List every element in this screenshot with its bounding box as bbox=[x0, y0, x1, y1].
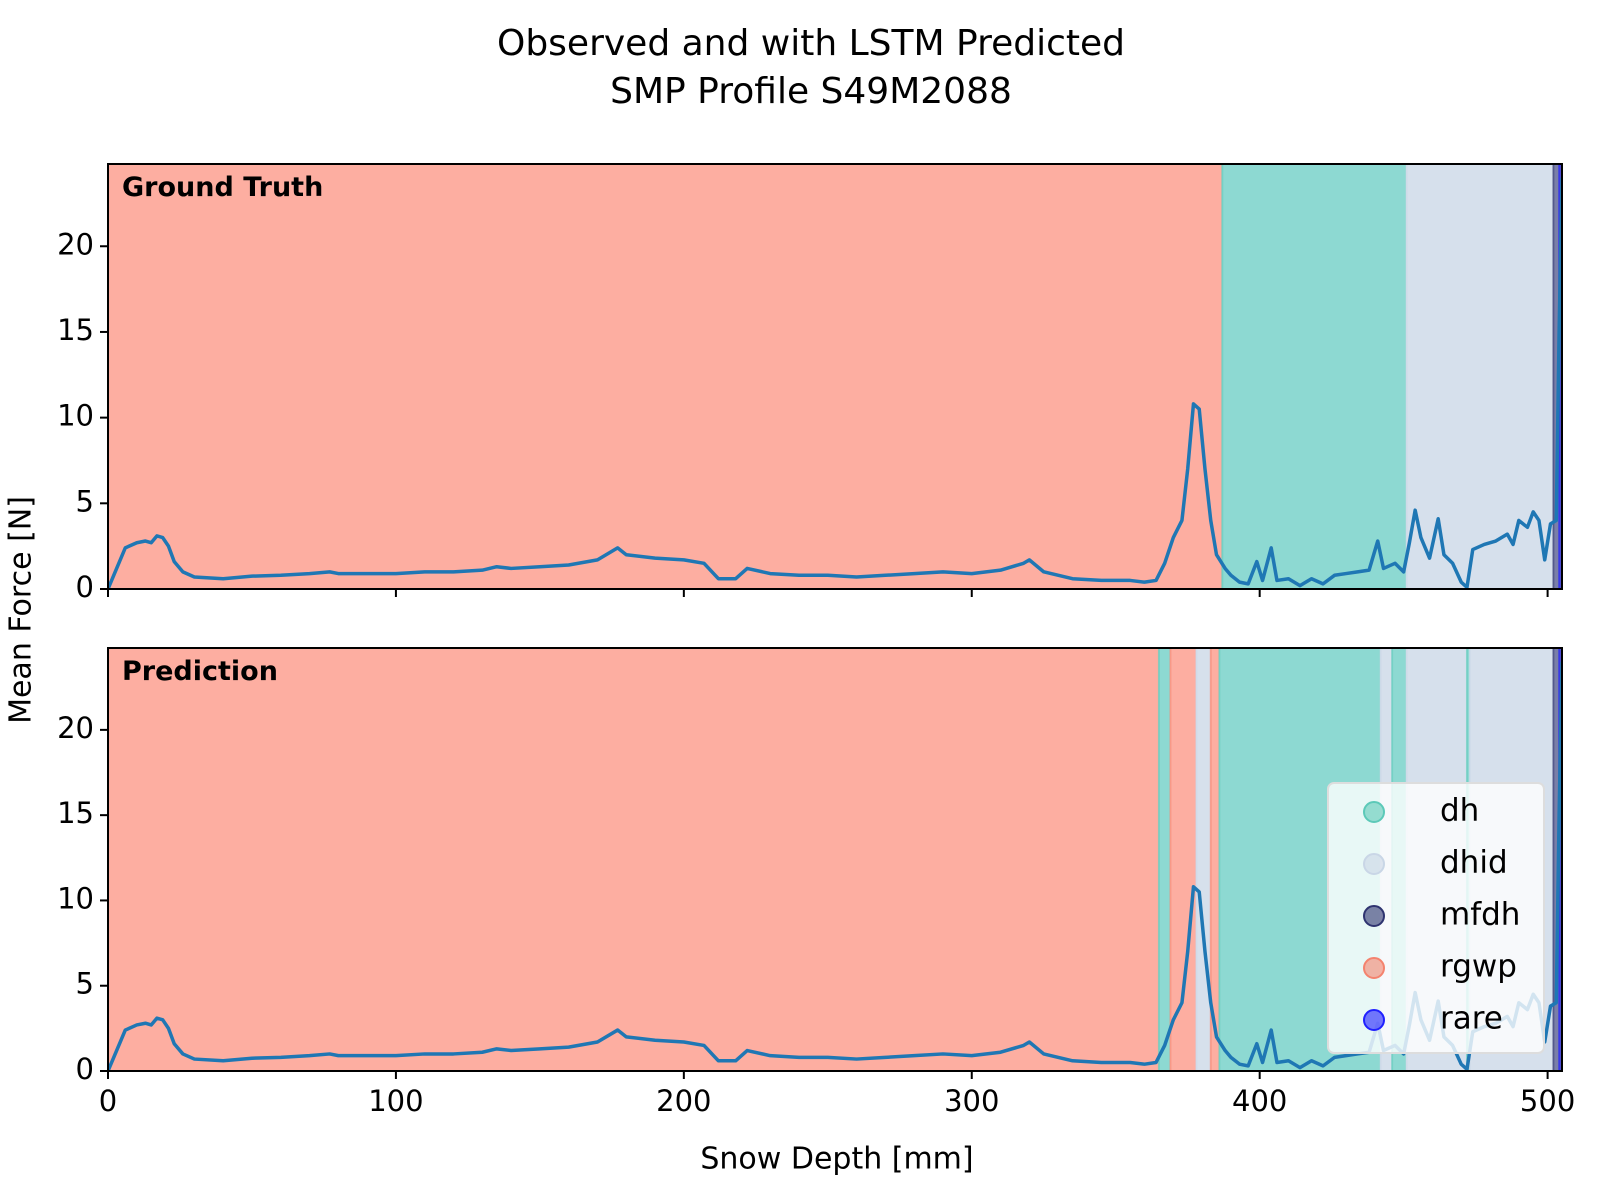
x-tick-label: 100 bbox=[368, 1084, 423, 1118]
x-tick-label: 300 bbox=[944, 1084, 999, 1118]
legend-marker bbox=[1363, 853, 1385, 875]
legend-label: rgwp bbox=[1440, 949, 1517, 985]
y-tick-label: 20 bbox=[57, 227, 94, 261]
x-tick-label: 200 bbox=[656, 1084, 711, 1118]
y-axis-label: Mean Force [N] bbox=[4, 496, 39, 724]
class-region bbox=[107, 647, 1160, 1072]
legend-marker bbox=[1363, 905, 1385, 927]
legend-marker bbox=[1363, 1009, 1385, 1031]
class-region bbox=[1158, 647, 1171, 1072]
class-region bbox=[107, 163, 1223, 590]
y-tick-label: 0 bbox=[76, 1052, 94, 1086]
class-region bbox=[1406, 163, 1554, 590]
class-region bbox=[1169, 647, 1197, 1072]
y-tick-label: 5 bbox=[76, 484, 94, 518]
y-tick-label: 5 bbox=[76, 967, 94, 1001]
class-region bbox=[1195, 647, 1212, 1072]
axes-frame bbox=[107, 163, 1563, 590]
chart-subtitle: SMP Profile S49M2088 bbox=[610, 71, 1012, 112]
axes-frame bbox=[107, 647, 1563, 1072]
legend-marker bbox=[1363, 801, 1385, 823]
legend-label: dh bbox=[1440, 793, 1479, 829]
y-tick-label: 15 bbox=[57, 313, 94, 347]
y-tick-label: 15 bbox=[57, 796, 94, 830]
x-axis-label: Snow Depth [mm] bbox=[700, 1142, 973, 1177]
panel-label: Ground Truth bbox=[122, 172, 323, 203]
legend-label: mfdh bbox=[1440, 897, 1520, 933]
y-tick-label: 20 bbox=[57, 711, 94, 745]
legend-label: rare bbox=[1440, 1001, 1503, 1037]
y-tick-label: 10 bbox=[57, 399, 94, 433]
legend-box bbox=[1327, 782, 1545, 1054]
y-tick-label: 10 bbox=[57, 881, 94, 915]
x-tick-label: 0 bbox=[99, 1084, 117, 1118]
line-group bbox=[108, 177, 1562, 589]
legend-label: dhid bbox=[1440, 845, 1508, 881]
y-tick-label: 0 bbox=[76, 570, 94, 604]
legend-marker bbox=[1363, 957, 1385, 979]
force-line bbox=[108, 177, 1562, 589]
x-tick-label: 400 bbox=[1232, 1084, 1287, 1118]
class-region bbox=[1221, 163, 1408, 590]
chart-title: Observed and with LSTM Predicted bbox=[497, 23, 1125, 64]
x-tick-label: 500 bbox=[1520, 1084, 1575, 1118]
panel-label: Prediction bbox=[122, 656, 278, 687]
